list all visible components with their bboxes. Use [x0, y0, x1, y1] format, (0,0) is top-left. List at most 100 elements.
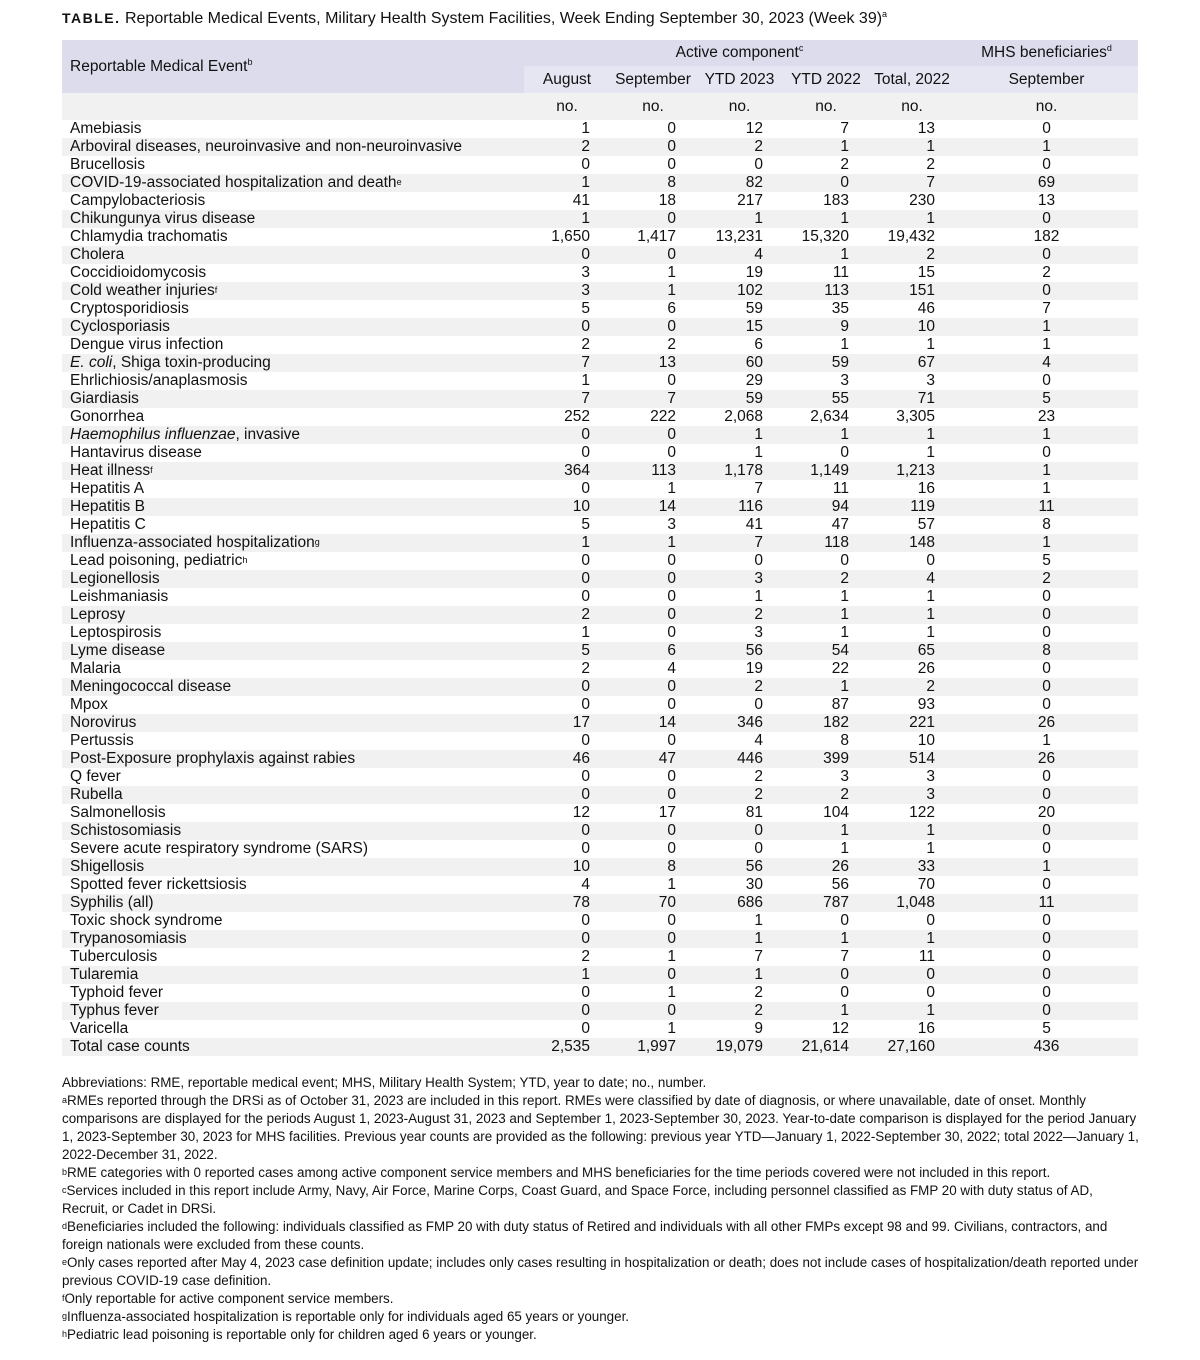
count-cell: 0	[667, 912, 676, 929]
count-cell: 0	[754, 840, 763, 857]
event-name: Lead poisoning, pediatrich	[62, 552, 524, 570]
count-cell: 59	[745, 300, 763, 317]
count-cell: 1	[667, 534, 676, 551]
event-name: Hepatitis B	[62, 498, 524, 516]
event-name-text: Ehrlichiosis/anaplasmosis	[70, 372, 248, 389]
footnote: dBeneficiaries included the following: i…	[62, 1218, 1142, 1254]
count-cell: 183	[823, 192, 849, 209]
count-cell: 26	[917, 660, 935, 677]
count-cell: 1	[840, 930, 849, 947]
count-cell: 0	[840, 552, 849, 569]
count-cell: 3	[754, 570, 763, 587]
unit-spacer	[62, 93, 524, 120]
count-cell: 1	[1042, 480, 1051, 497]
count-cell: 0	[1042, 678, 1051, 695]
count-cell: 0	[581, 480, 590, 497]
count-cell: 1	[667, 948, 676, 965]
table-row: Typhoid fever 0 1 2 0 0 0	[62, 984, 1138, 1002]
table-row: Cryptosporidiosis 5 6 59 35 46 7	[62, 300, 1138, 318]
count-cell: 33	[917, 858, 935, 875]
count-cell: 1	[926, 210, 935, 227]
count-cell: 1	[1042, 732, 1051, 749]
count-cell: 0	[581, 930, 590, 947]
event-name-text: Post-Exposure prophylaxis against rabies	[70, 750, 356, 767]
count-cell: 1,048	[896, 894, 935, 911]
count-cell: 4	[754, 246, 763, 263]
count-cell: 2,634	[810, 408, 849, 425]
count-cell: 0	[1042, 840, 1051, 857]
event-name-text: Syphilis (all)	[70, 894, 154, 911]
footnote-mark: a	[62, 1095, 68, 1105]
count-cell: 7	[754, 480, 763, 497]
count-cell: 0	[1042, 156, 1051, 173]
footnote-mark: h	[62, 1329, 68, 1339]
count-cell: 1	[840, 246, 849, 263]
table-row: Syphilis (all) 78 70 686 787 1,048 11	[62, 894, 1138, 912]
event-name-italic: Haemophilus influenzae	[70, 426, 236, 443]
count-cell: 1	[1042, 462, 1051, 479]
count-cell: 2	[840, 156, 849, 173]
count-cell: 82	[745, 174, 763, 191]
count-cell: 10	[572, 858, 590, 875]
count-cell: 0	[840, 444, 849, 461]
count-cell: 399	[823, 750, 849, 767]
count-cell: 7	[581, 354, 590, 371]
count-cell: 0	[581, 444, 590, 461]
count-cell: 0	[581, 570, 590, 587]
event-name-text: Tuberculosis	[70, 948, 158, 965]
event-name: Tuberculosis	[62, 948, 524, 966]
event-name-text: Tularemia	[70, 966, 139, 983]
event-name-text: Leprosy	[70, 606, 126, 623]
table-row: E. coli, Shiga toxin-producing 7 13 60 59 67 4	[62, 354, 1138, 372]
event-name: Haemophilus influenzae, invasive	[62, 426, 524, 444]
count-cell: 1	[581, 624, 590, 641]
count-cell: 1	[1042, 534, 1051, 551]
table-row: Tularemia 1 0 1 0 0 0	[62, 966, 1138, 984]
count-cell: 0	[581, 984, 590, 1001]
count-cell: 2	[581, 138, 590, 155]
footnote-mark: d	[62, 1221, 68, 1231]
table-row: Salmonellosis 12 17 81 104 122 20	[62, 804, 1138, 822]
event-name-text: Chikungunya virus disease	[70, 210, 256, 227]
table-row: Typhus fever 0 0 2 1 1 0	[62, 1002, 1138, 1020]
count-cell: 13	[917, 120, 935, 137]
table-row: Mpox 0 0 0 87 93 0	[62, 696, 1138, 714]
count-cell: 1	[754, 444, 763, 461]
table-row: COVID-19-associated hospitalization and …	[62, 174, 1138, 192]
event-name: Salmonellosis	[62, 804, 524, 822]
event-name-text: , invasive	[235, 426, 301, 443]
count-cell: 26	[1037, 714, 1056, 731]
event-name: Post-Exposure prophylaxis against rabies	[62, 750, 524, 768]
count-cell: 2	[754, 984, 763, 1001]
count-cell: 0	[667, 156, 676, 173]
table-row: Trypanosomiasis 0 0 1 1 1 0	[62, 930, 1138, 948]
count-cell: 0	[581, 696, 590, 713]
event-name: Lyme disease	[62, 642, 524, 660]
event-name-text: Campylobacteriosis	[70, 192, 206, 209]
count-cell: 1	[754, 426, 763, 443]
table-row: Schistosomiasis 0 0 0 1 1 0	[62, 822, 1138, 840]
unit-label: no.	[955, 93, 1138, 120]
footnote-mark: e	[62, 1257, 68, 1267]
count-cell: 10	[917, 732, 935, 749]
footnote: Abbreviations: RME, reportable medical e…	[62, 1074, 1142, 1092]
event-name: Chikungunya virus disease	[62, 210, 524, 228]
count-cell: 0	[1042, 282, 1051, 299]
count-cell: 9	[754, 1020, 763, 1037]
footnote-mark: f	[214, 285, 218, 295]
count-cell: 3	[581, 282, 590, 299]
event-name: Ehrlichiosis/anaplasmosis	[62, 372, 524, 390]
count-cell: 1	[840, 336, 849, 353]
count-cell: 1	[754, 210, 763, 227]
count-cell: 0	[667, 768, 676, 785]
count-cell: 221	[909, 714, 935, 731]
count-cell: 1	[840, 840, 849, 857]
count-cell: 20	[1037, 804, 1056, 821]
count-cell: 2	[581, 948, 590, 965]
event-name-text: Salmonellosis	[70, 804, 166, 821]
count-cell: 0	[1042, 660, 1051, 677]
event-name: Dengue virus infection	[62, 336, 524, 354]
count-cell: 10	[917, 318, 935, 335]
count-cell: 29	[745, 372, 763, 389]
count-cell: 2	[754, 786, 763, 803]
